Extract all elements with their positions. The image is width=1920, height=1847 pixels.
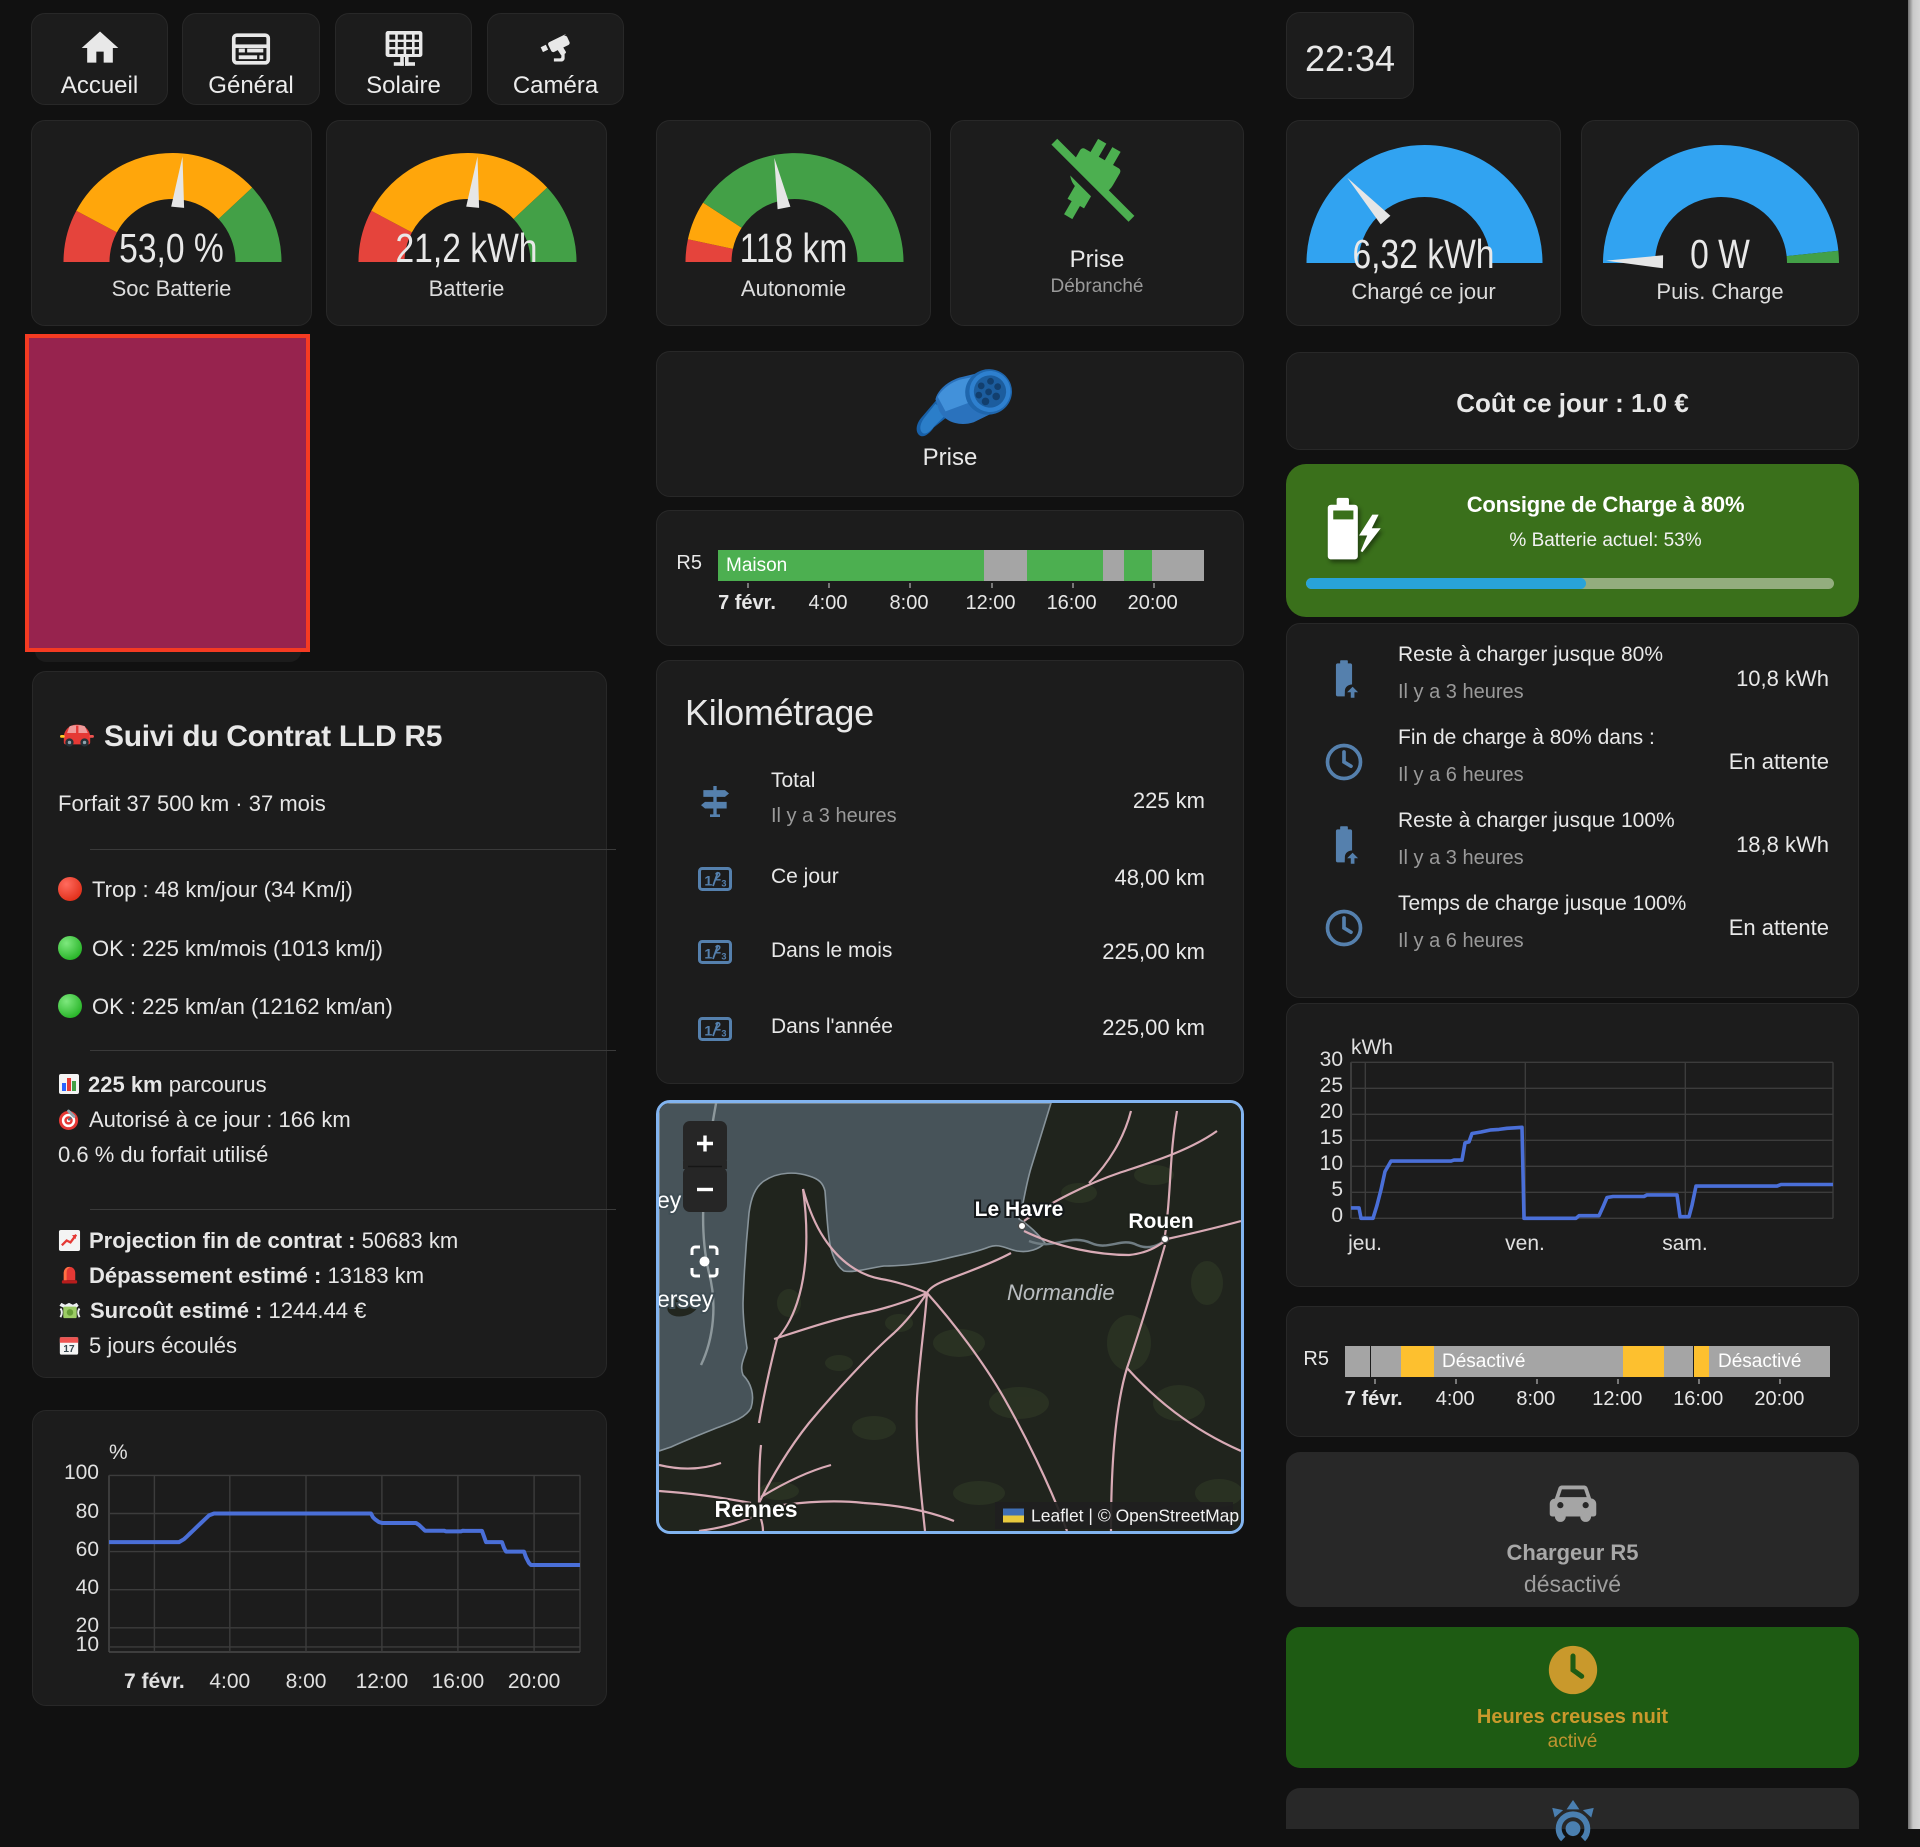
svg-text:Rennes: Rennes	[714, 1496, 797, 1522]
svg-text:Le Havre: Le Havre	[975, 1198, 1064, 1221]
svg-text:2: 2	[715, 1020, 722, 1033]
svg-text:1: 1	[704, 946, 712, 962]
svg-text:Leaflet | © OpenStreetMap: Leaflet | © OpenStreetMap	[1031, 1506, 1239, 1526]
svg-text:3: 3	[721, 1029, 726, 1039]
svg-text:3: 3	[721, 879, 726, 889]
svg-text:Normandie: Normandie	[1007, 1280, 1115, 1305]
svg-text:1: 1	[704, 873, 712, 889]
svg-text:ersey: ersey	[659, 1286, 714, 1312]
svg-text:2: 2	[715, 870, 722, 883]
svg-text:Rouen: Rouen	[1128, 1210, 1193, 1233]
svg-text:1: 1	[704, 1023, 712, 1039]
svg-text:3: 3	[721, 952, 726, 962]
svg-text:17: 17	[63, 1344, 75, 1355]
svg-text:ey: ey	[659, 1187, 682, 1213]
svg-text:2: 2	[715, 943, 722, 956]
